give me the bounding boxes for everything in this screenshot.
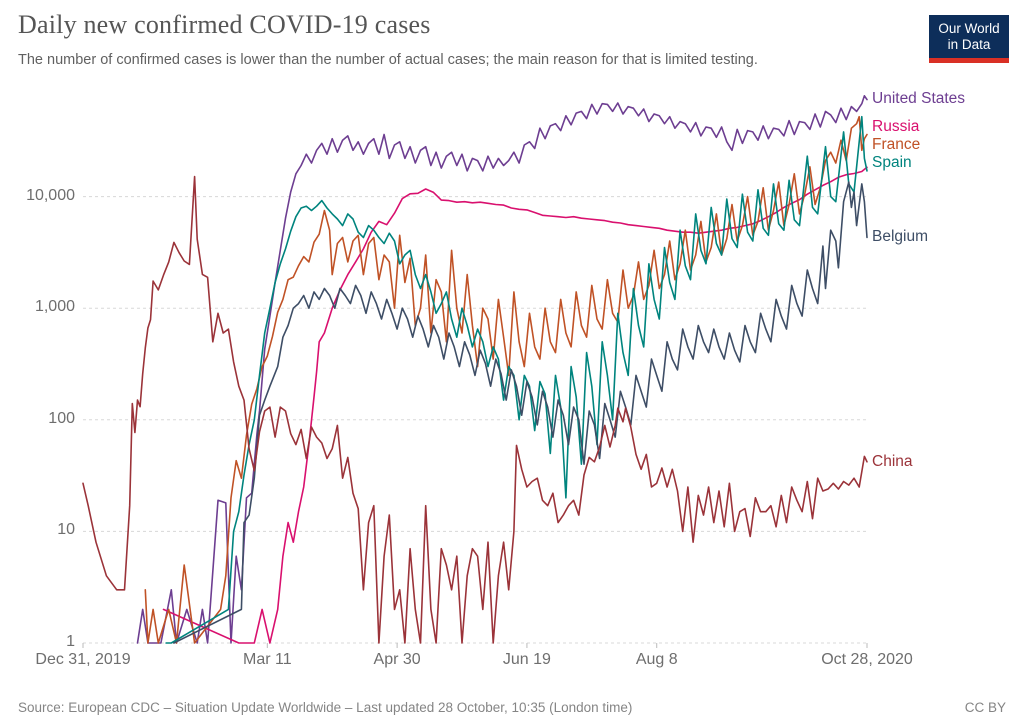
page-title: Daily new confirmed COVID-19 cases: [18, 10, 431, 39]
x-axis-tick-label: Aug 8: [635, 651, 678, 668]
series-label-russia[interactable]: Russia: [872, 118, 920, 135]
series-line-belgium: [173, 181, 868, 644]
page-subtitle: The number of confirmed cases is lower t…: [18, 52, 758, 68]
y-axis-tick-label: 100: [48, 409, 75, 427]
license-badge[interactable]: CC BY: [964, 700, 1006, 715]
series-line-russia: [162, 166, 868, 644]
series-label-spain[interactable]: Spain: [872, 154, 912, 171]
y-axis-tick-label: 10: [57, 521, 75, 539]
owid-logo-line2: in Data: [947, 36, 991, 52]
series-label-united-states[interactable]: United States: [872, 90, 966, 107]
x-axis-tick-label: Apr 30: [373, 651, 421, 668]
y-axis-tick-label: 10,000: [26, 186, 75, 204]
x-axis-tick-label: Jun 19: [502, 651, 551, 668]
x-axis-tick-label: Mar 11: [243, 651, 292, 668]
series-line-spain: [165, 115, 868, 644]
x-axis-tick-label: Oct 28, 2020: [821, 651, 913, 668]
owid-logo-line1: Our World: [938, 20, 1000, 36]
x-axis-tick-label: Dec 31, 2019: [35, 651, 131, 668]
source-note: Source: European CDC – Situation Update …: [18, 700, 633, 715]
series-label-france[interactable]: France: [872, 136, 921, 153]
y-axis-tick-label: 1: [66, 633, 75, 650]
y-axis-tick-label: 1,000: [34, 298, 75, 316]
series-line-china: [82, 175, 868, 644]
series-label-china[interactable]: China: [872, 453, 913, 470]
owid-logo[interactable]: Our World in Data: [929, 15, 1009, 63]
series-label-belgium[interactable]: Belgium: [872, 228, 928, 245]
series-line-united-states: [136, 95, 868, 644]
chart-footer: Source: European CDC – Situation Update …: [0, 700, 1024, 715]
